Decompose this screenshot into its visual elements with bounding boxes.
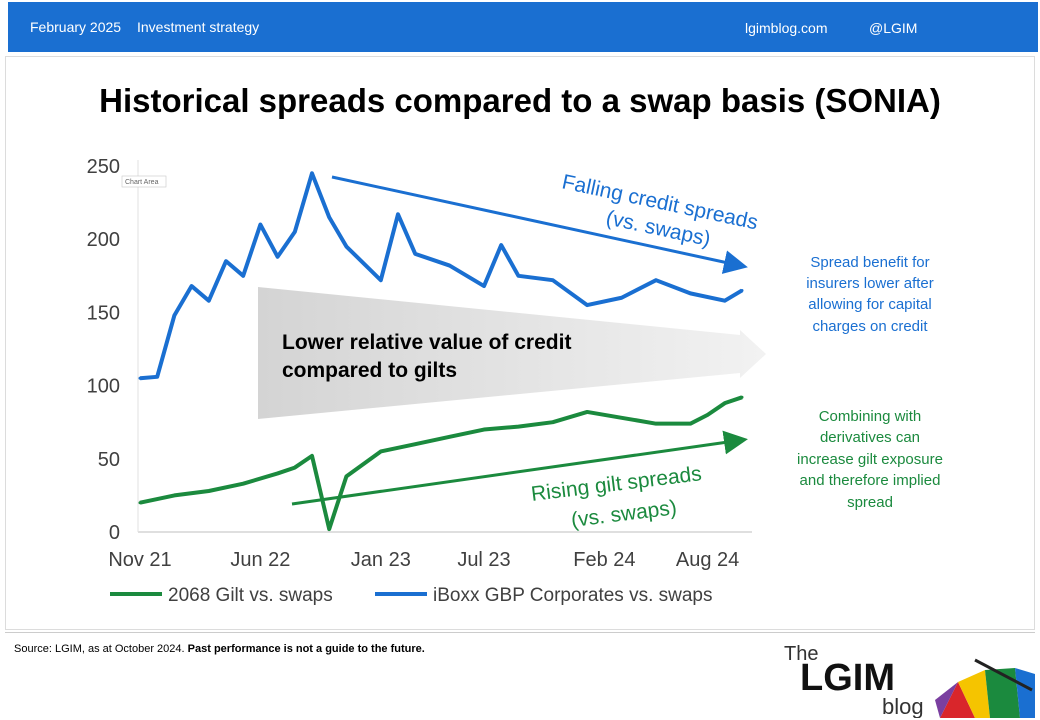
gilt-point bbox=[207, 489, 211, 493]
source-text: Source: LGIM, as at October 2024. bbox=[14, 643, 188, 655]
header-handle-link[interactable]: @LGIM bbox=[869, 20, 918, 36]
gilt-point bbox=[310, 454, 314, 458]
gilt-point bbox=[413, 442, 417, 446]
y-tick-label: 0 bbox=[109, 522, 120, 544]
iboxx-point bbox=[207, 299, 211, 303]
gilt-point bbox=[688, 422, 692, 426]
gilt-point bbox=[723, 401, 727, 405]
chart-area-tag: Chart Area bbox=[125, 179, 159, 186]
gilt-point bbox=[654, 422, 658, 426]
iboxx-point bbox=[551, 278, 555, 282]
gilt-point bbox=[327, 527, 331, 531]
iboxx-point bbox=[516, 274, 520, 278]
iboxx-point bbox=[499, 243, 503, 247]
gilt-point bbox=[293, 466, 297, 470]
right-green-note-4: and therefore implied bbox=[800, 472, 941, 489]
series-line-gilt bbox=[139, 395, 743, 532]
right-blue-note-1: Spread benefit for bbox=[810, 254, 929, 271]
disclaimer-text: Past performance is not a guide to the f… bbox=[187, 643, 425, 655]
x-tick-label: Jul 23 bbox=[457, 549, 510, 571]
header-bar: February 2025 Investment strategy lgimbl… bbox=[8, 2, 1038, 52]
umbrella-icon bbox=[935, 658, 1035, 718]
gilt-point bbox=[241, 482, 245, 486]
footer bbox=[5, 632, 1035, 719]
iboxx-point bbox=[585, 303, 589, 307]
gilt-point bbox=[276, 471, 280, 475]
right-green-note-3: increase gilt exposure bbox=[797, 451, 943, 468]
logo-blog: blog bbox=[882, 694, 924, 718]
iboxx-point bbox=[620, 296, 624, 300]
right-blue-note-2: insurers lower after bbox=[806, 275, 934, 292]
iboxx-point bbox=[723, 299, 727, 303]
page-title: Historical spreads compared to a swap ba… bbox=[99, 82, 941, 119]
iboxx-point bbox=[327, 215, 331, 219]
iboxx-point bbox=[224, 259, 228, 263]
iboxx-point bbox=[344, 245, 348, 249]
iboxx-point bbox=[276, 255, 280, 259]
rising-label-line2: (vs. swaps) bbox=[570, 496, 678, 532]
x-tick-label: Feb 24 bbox=[573, 549, 635, 571]
legend-label-gilt: 2068 Gilt vs. swaps bbox=[168, 585, 333, 606]
middle-label-line1: Lower relative value of credit bbox=[282, 331, 571, 354]
iboxx-point bbox=[155, 375, 159, 379]
y-tick-label: 200 bbox=[87, 229, 120, 251]
gilt-point bbox=[138, 501, 142, 505]
middle-label-line2: compared to gilts bbox=[282, 359, 457, 382]
iboxx-point bbox=[413, 252, 417, 256]
iboxx-point bbox=[138, 376, 142, 380]
logo-the: The bbox=[784, 643, 818, 665]
gilt-point bbox=[551, 420, 555, 424]
gilt-point bbox=[585, 410, 589, 414]
iboxx-point bbox=[482, 284, 486, 288]
logo-name: LGIM bbox=[800, 657, 895, 699]
gilt-point bbox=[706, 413, 710, 417]
rising-trend-arrow bbox=[291, 430, 748, 506]
gilt-point bbox=[172, 493, 176, 497]
iboxx-point bbox=[379, 278, 383, 282]
chart-area-tag-box bbox=[121, 175, 167, 188]
gilt-point bbox=[740, 395, 744, 399]
iboxx-point bbox=[654, 278, 658, 282]
gilt-point bbox=[448, 435, 452, 439]
iboxx-point bbox=[310, 171, 314, 175]
gilt-point bbox=[516, 425, 520, 429]
y-tick-label: 100 bbox=[87, 376, 120, 398]
right-green-note-2: derivatives can bbox=[820, 429, 920, 446]
x-tick-label: Jan 23 bbox=[351, 549, 411, 571]
iboxx-point bbox=[190, 284, 194, 288]
header-category: Investment strategy bbox=[137, 19, 260, 35]
iboxx-point bbox=[172, 313, 176, 317]
x-tick-label: Nov 21 bbox=[108, 549, 171, 571]
relative-value-wedge bbox=[258, 287, 766, 419]
iboxx-point bbox=[448, 264, 452, 268]
iboxx-point bbox=[688, 291, 692, 295]
x-tick-label: Jun 22 bbox=[230, 549, 290, 571]
header-date: February 2025 bbox=[30, 19, 122, 35]
right-green-note-5: spread bbox=[847, 494, 893, 511]
iboxx-point bbox=[241, 274, 245, 278]
rising-label-line1: Rising gilt spreads bbox=[530, 462, 703, 506]
iboxx-point bbox=[740, 288, 744, 292]
y-tick-label: 250 bbox=[87, 156, 120, 178]
gilt-point bbox=[379, 449, 383, 453]
source-note: Source: LGIM, as at October 2024. Past p… bbox=[14, 643, 425, 655]
x-tick-label: Aug 24 bbox=[676, 549, 739, 571]
iboxx-point bbox=[396, 212, 400, 216]
y-tick-label: 150 bbox=[87, 302, 120, 324]
header-site-link[interactable]: lgimblog.com bbox=[745, 20, 828, 36]
falling-trend-arrow bbox=[331, 175, 748, 274]
iboxx-point bbox=[293, 230, 297, 234]
gilt-point bbox=[620, 416, 624, 420]
y-tick-label: 50 bbox=[98, 449, 120, 471]
lgim-blog-logo: The LGIM blog bbox=[784, 643, 1035, 718]
iboxx-point bbox=[258, 223, 262, 227]
gilt-point bbox=[344, 474, 348, 478]
right-blue-note-4: charges on credit bbox=[812, 318, 928, 335]
right-blue-note-3: allowing for capital bbox=[808, 296, 931, 313]
gilt-point bbox=[482, 428, 486, 432]
legend-label-iboxx: iBoxx GBP Corporates vs. swaps bbox=[433, 585, 712, 606]
right-green-note-1: Combining with bbox=[819, 408, 922, 425]
